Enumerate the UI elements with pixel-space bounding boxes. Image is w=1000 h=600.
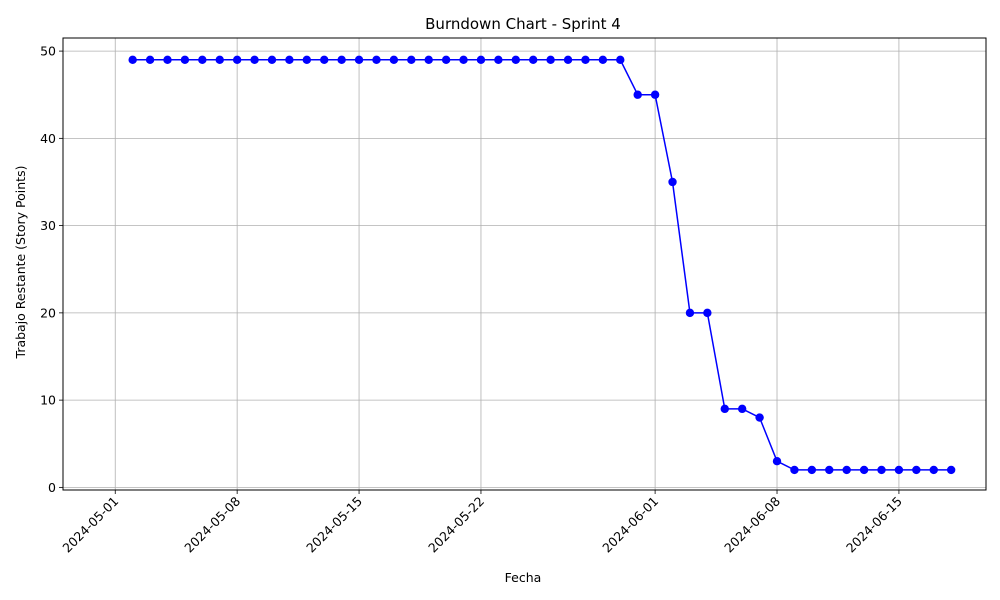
data-point [929, 465, 938, 475]
x-tick-label: 2024-05-15 [303, 494, 365, 556]
data-point [250, 55, 259, 65]
data-point [337, 55, 346, 65]
data-point [424, 55, 433, 65]
y-tick-label: 10 [40, 393, 56, 408]
data-point [807, 465, 817, 475]
data-point [703, 308, 712, 318]
data-point [145, 55, 155, 65]
data-point [842, 465, 851, 475]
x-tick-label: 2024-05-22 [425, 494, 487, 556]
x-tick-label: 2024-06-08 [721, 493, 783, 555]
data-point [598, 55, 608, 65]
y-tick-label: 0 [48, 480, 56, 495]
data-point [389, 55, 399, 65]
x-tick-label: 2024-06-15 [843, 494, 905, 556]
y-tick-label: 40 [40, 131, 56, 146]
data-point [668, 177, 677, 187]
data-point [232, 55, 242, 65]
series-remaining-work [128, 55, 956, 475]
data-point [946, 465, 956, 475]
data-point [529, 55, 538, 65]
y-axis-ticks: 0 10 20 30 40 50 [40, 44, 63, 495]
data-point [685, 308, 695, 318]
data-point [755, 413, 764, 422]
data-point [163, 55, 172, 65]
plot-frame [62, 37, 987, 491]
y-tick-label: 30 [40, 218, 56, 233]
data-point [546, 55, 555, 65]
data-point [511, 55, 520, 65]
y-axis-label: Trabajo Restante (Story Points) [13, 166, 28, 360]
series-line [132, 59, 952, 471]
data-point [320, 55, 329, 65]
data-point [563, 55, 573, 65]
data-point [267, 55, 277, 65]
data-point [877, 465, 886, 475]
x-axis-label: Fecha [505, 570, 542, 585]
data-point [441, 55, 451, 65]
data-point [790, 465, 799, 475]
data-point [825, 465, 834, 475]
data-point [285, 55, 294, 65]
y-tick-label: 50 [40, 44, 56, 59]
data-point [128, 55, 137, 65]
data-point [372, 55, 381, 65]
data-point [616, 55, 625, 65]
data-point [581, 55, 590, 65]
data-point [198, 55, 207, 65]
data-point [912, 465, 921, 475]
data-point [354, 55, 364, 65]
chart-title: Burndown Chart - Sprint 4 [425, 15, 621, 33]
data-point [476, 55, 486, 65]
data-point [772, 457, 782, 466]
data-point [720, 404, 729, 414]
data-point [650, 90, 660, 99]
y-tick-label: 20 [40, 305, 56, 320]
data-point [459, 55, 468, 65]
data-point [633, 90, 642, 99]
grid-lines [63, 38, 986, 490]
x-tick-label: 2024-05-01 [59, 494, 121, 556]
data-point [407, 55, 416, 65]
data-point [737, 404, 747, 414]
x-tick-label: 2024-05-08 [181, 493, 243, 555]
data-point [215, 55, 224, 65]
data-point [894, 465, 904, 475]
data-point [494, 55, 503, 65]
x-tick-label: 2024-06-01 [599, 494, 661, 556]
data-point [302, 55, 312, 65]
data-point [180, 55, 190, 65]
data-point [859, 465, 869, 475]
x-axis-ticks: 2024-05-01 2024-05-08 2024-05-15 2024-05-22… [59, 490, 905, 555]
